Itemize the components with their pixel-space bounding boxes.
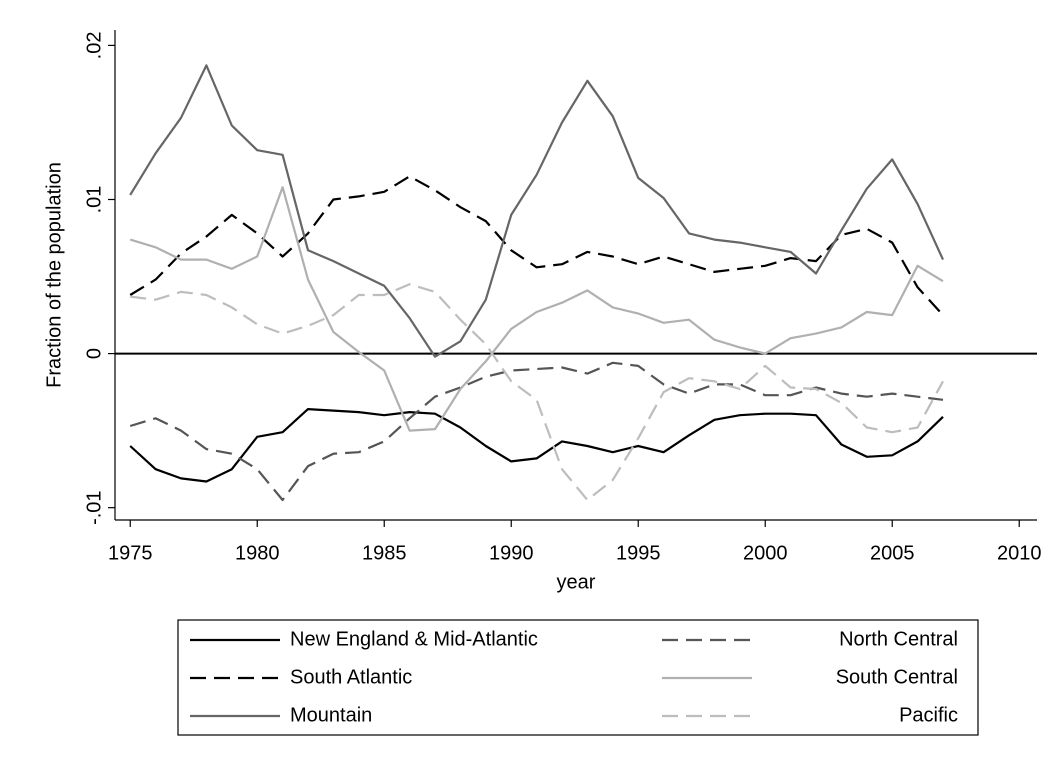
series-line bbox=[129, 64, 945, 358]
legend-label: New England & Mid-Atlantic bbox=[290, 628, 538, 650]
y-axis-label: Fraction of the population bbox=[43, 162, 65, 388]
y-tick-label: -.01 bbox=[83, 490, 105, 524]
x-tick-label: 1995 bbox=[616, 542, 661, 564]
legend-label: South Atlantic bbox=[290, 666, 412, 688]
x-tick-label: 1980 bbox=[235, 542, 280, 564]
legend-label: North Central bbox=[839, 628, 958, 650]
legend-label: Mountain bbox=[290, 704, 372, 726]
series-line bbox=[130, 283, 944, 502]
x-axis-label: year bbox=[557, 571, 596, 593]
x-tick-label: 2000 bbox=[743, 542, 788, 564]
x-tick-label: 1990 bbox=[489, 542, 534, 564]
legend-label: Pacific bbox=[899, 704, 958, 726]
y-tick-label: .01 bbox=[83, 186, 105, 214]
series-line bbox=[129, 361, 944, 502]
legend-label: South Central bbox=[836, 666, 958, 688]
x-tick-label: 2010 bbox=[997, 542, 1042, 564]
series-line bbox=[129, 175, 944, 316]
x-tick-label: 2005 bbox=[870, 542, 915, 564]
series-line bbox=[129, 408, 944, 483]
legend-box bbox=[177, 619, 979, 736]
y-tick-label: .02 bbox=[83, 32, 105, 60]
y-tick-label: 0 bbox=[83, 348, 105, 359]
x-tick-label: 1985 bbox=[362, 542, 407, 564]
x-tick-label: 1975 bbox=[108, 542, 153, 564]
series-line bbox=[129, 186, 944, 432]
